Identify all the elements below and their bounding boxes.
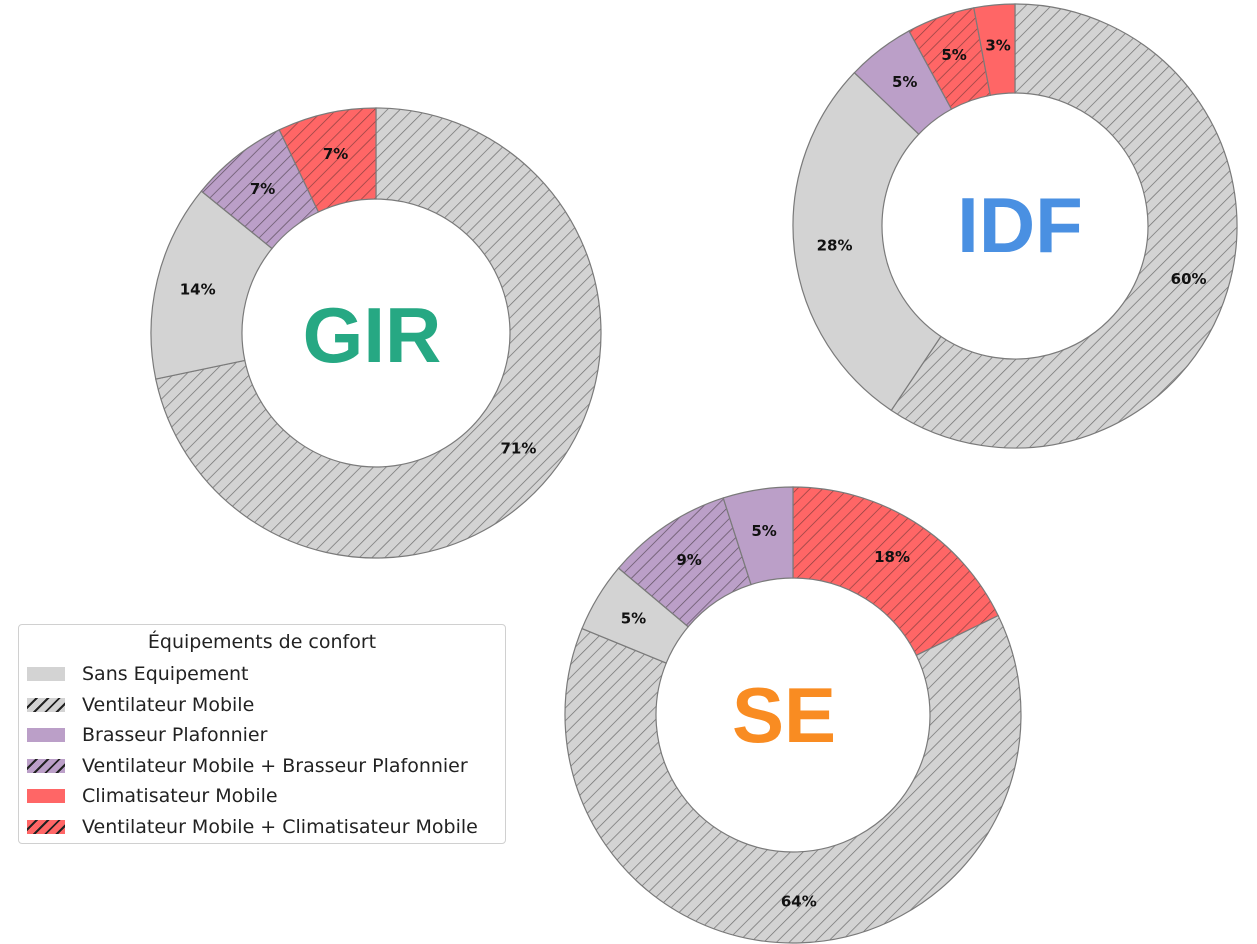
legend-item-ventilateur-brasseur: Ventilateur Mobile + Brasseur Plafonnier <box>19 751 505 782</box>
swatch-solid-purple-icon <box>27 728 65 743</box>
swatch-solid-grey-icon <box>27 667 65 682</box>
slice-percent-label: 7% <box>323 145 348 163</box>
donut-se: 18% 64% 5% 9% 5% SE <box>564 486 1022 944</box>
swatch-solid-red-icon <box>27 789 65 804</box>
swatch-hatched-grey-icon <box>27 697 65 712</box>
slice-percent-label: 64% <box>781 892 817 910</box>
donut-slices <box>564 486 1022 944</box>
donut-slice <box>564 614 1022 944</box>
slice-percent-label: 14% <box>180 281 216 299</box>
donut-percent-labels: 18% 64% 5% 9% 5% <box>621 522 910 911</box>
swatch-hatched-purple-icon <box>27 758 65 773</box>
legend-item-brasseur-plafonnier: Brasseur Plafonnier <box>19 720 505 751</box>
slice-percent-label: 28% <box>817 237 853 255</box>
donut-slice <box>792 486 1000 657</box>
donut-slice <box>722 486 794 586</box>
legend-item-sans-equipement: Sans Equipement <box>19 659 505 690</box>
slice-percent-label: 5% <box>751 522 776 540</box>
slice-percent-label: 9% <box>676 551 701 569</box>
center-label-gir: GIR <box>303 291 442 379</box>
slice-percent-label: 5% <box>892 73 917 91</box>
donut-percent-labels: 71% 14% 7% 7% <box>180 145 537 458</box>
center-label-idf: IDF <box>957 181 1083 269</box>
legend-title: Équipements de confort <box>147 631 377 653</box>
donut-slice <box>792 71 942 412</box>
legend-item-ventilateur-mobile: Ventilateur Mobile <box>19 690 505 721</box>
donut-percent-labels: 60% 28% 5% 5% 3% <box>817 36 1207 288</box>
center-label-se: SE <box>732 671 836 759</box>
slice-percent-label: 5% <box>941 46 966 64</box>
slice-percent-label: 5% <box>621 609 646 627</box>
donut-idf: 60% 28% 5% 5% 3% IDF <box>792 3 1238 449</box>
legend-item-climatisateur-mobile: Climatisateur Mobile <box>19 781 505 812</box>
donut-slice <box>890 3 1238 449</box>
donut-slice <box>155 107 602 559</box>
legend-item-ventilateur-climatisateur: Ventilateur Mobile + Climatisateur Mobil… <box>19 812 505 843</box>
slice-percent-label: 3% <box>985 36 1010 54</box>
donut-slices <box>150 107 602 559</box>
slice-percent-label: 18% <box>874 548 910 566</box>
legend: Équipements de confort Sans Equipement V… <box>18 624 506 844</box>
donut-gir: 71% 14% 7% 7% GIR <box>150 107 602 559</box>
donut-slice <box>278 107 377 213</box>
slice-percent-label: 71% <box>500 440 536 458</box>
slice-percent-label: 7% <box>250 180 275 198</box>
swatch-hatched-red-icon <box>27 819 65 834</box>
slice-percent-label: 60% <box>1171 270 1207 288</box>
donut-slices <box>792 3 1238 449</box>
donut-slice <box>973 3 1016 97</box>
